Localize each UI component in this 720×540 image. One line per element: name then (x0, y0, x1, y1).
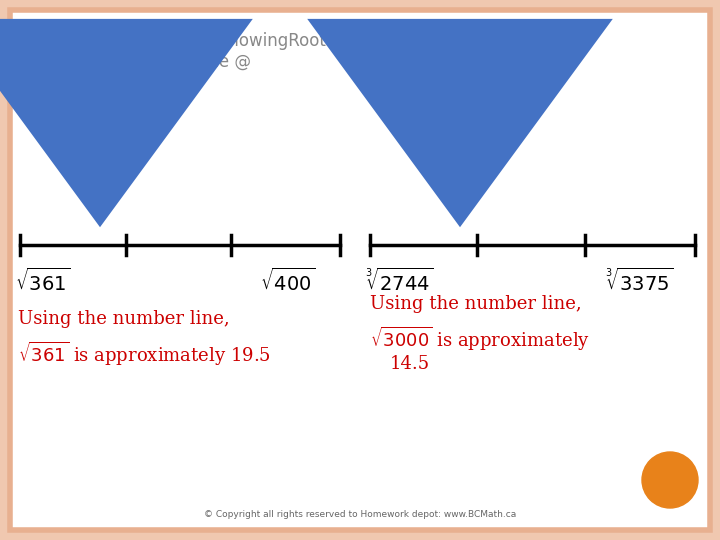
Text: $\sqrt[3]{2744}$: $\sqrt[3]{2744}$ (365, 268, 433, 295)
Text: $\sqrt{361}$: $\sqrt{361}$ (15, 268, 71, 295)
Circle shape (642, 452, 698, 508)
Text: Using the number line,: Using the number line, (18, 310, 230, 328)
Text: $\sqrt[3]{3375}$: $\sqrt[3]{3375}$ (605, 268, 673, 295)
Text: $i)$: $i)$ (45, 95, 60, 118)
Text: 14.5: 14.5 (390, 355, 430, 373)
Text: Practice: Estimate the followingRoots and: Practice: Estimate the followingRoots an… (25, 32, 371, 50)
Text: $ii)$: $ii)$ (390, 95, 411, 118)
Text: P: P (25, 30, 36, 48)
Text: RACTICE: E: RACTICE: E (25, 40, 106, 55)
Text: $\sqrt{381}$: $\sqrt{381}$ (80, 92, 165, 128)
Text: $\sqrt{3000}$ is approximately: $\sqrt{3000}$ is approximately (370, 325, 590, 353)
Text: $\sqrt{400}$: $\sqrt{400}$ (260, 268, 315, 295)
Text: Using the number line,: Using the number line, (370, 295, 582, 313)
Text: © Copyright all rights reserved to Homework depot: www.BCMath.ca: © Copyright all rights reserved to Homew… (204, 510, 516, 519)
Text: draw it on a number line @: draw it on a number line @ (25, 53, 251, 71)
Text: $\sqrt[3]{3000}$: $\sqrt[3]{3000}$ (435, 92, 541, 128)
Text: $\sqrt{361}$ is approximately 19.5: $\sqrt{361}$ is approximately 19.5 (18, 340, 271, 368)
